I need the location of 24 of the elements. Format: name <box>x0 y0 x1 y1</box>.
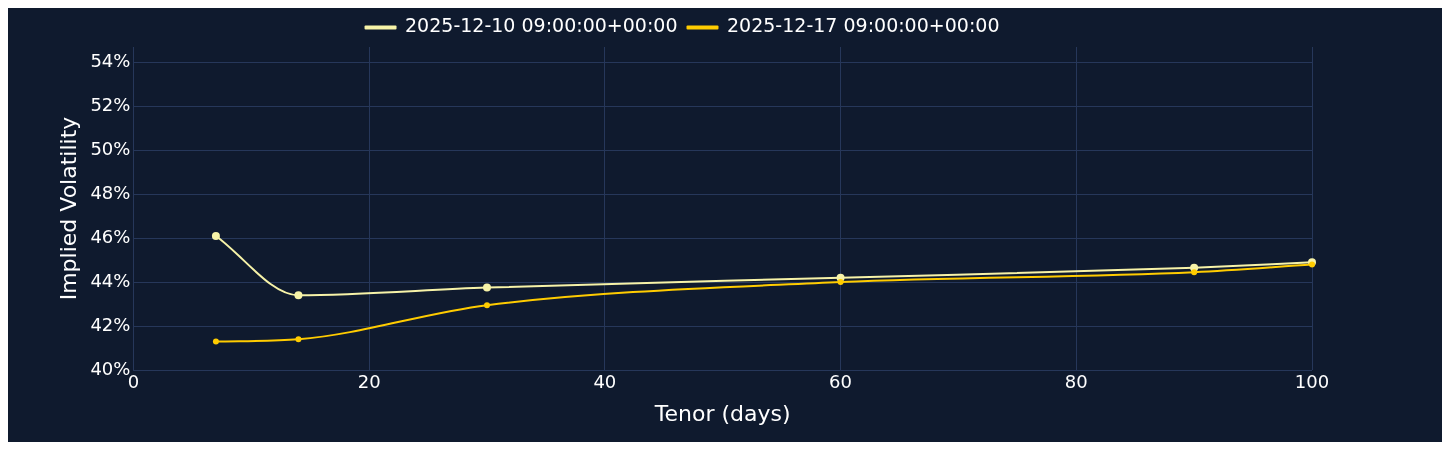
x-tick-label: 40 <box>593 371 617 393</box>
point <box>1191 269 1198 276</box>
y-tick-label: 54% <box>90 50 131 72</box>
point <box>294 291 303 300</box>
point <box>212 338 219 345</box>
y-tick-label: 46% <box>90 225 131 247</box>
legend-label: 2025-12-10 09:00:00+00:00 <box>405 14 678 37</box>
point <box>295 336 302 343</box>
x-tick-label: 100 <box>1294 371 1330 393</box>
y-tick-label: 48% <box>90 181 131 203</box>
y-tick-label: 52% <box>90 94 131 115</box>
point <box>483 302 490 309</box>
x-tick-label: 80 <box>1064 371 1088 393</box>
legend-label: 2025-12-17 09:00:00+00:00 <box>727 14 1000 37</box>
point <box>211 231 220 240</box>
x-tick-label: 60 <box>829 371 853 393</box>
point <box>482 283 491 292</box>
y-tick-label: 44% <box>90 269 131 291</box>
x-tick-label: 20 <box>357 371 381 393</box>
y-tick-label: 50% <box>90 137 131 159</box>
y-axis-title: Implied Volatility <box>55 116 81 301</box>
x-axis-title: Tenor (days) <box>653 400 791 426</box>
point <box>837 279 844 286</box>
y-tick-label: 42% <box>90 313 131 335</box>
